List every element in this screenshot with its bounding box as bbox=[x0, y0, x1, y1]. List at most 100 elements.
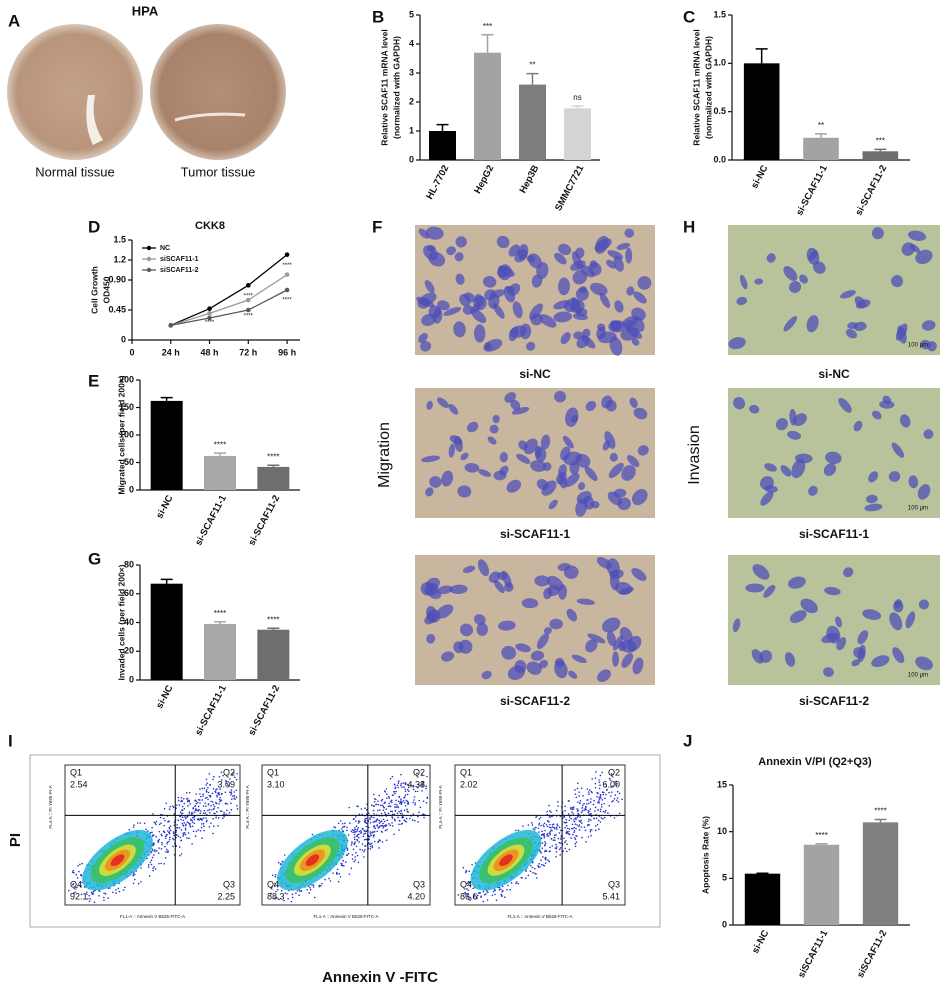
flow-event bbox=[393, 813, 396, 816]
flow-event bbox=[221, 810, 223, 812]
flow-event bbox=[487, 891, 489, 894]
flow-event bbox=[534, 867, 536, 870]
quadrant-value: 4.20 bbox=[407, 891, 425, 901]
flow-event bbox=[421, 789, 423, 792]
cell bbox=[868, 471, 879, 483]
flow-event bbox=[273, 885, 276, 888]
flow-event bbox=[421, 774, 424, 777]
cell bbox=[851, 659, 861, 667]
bar bbox=[744, 873, 781, 925]
flow-event bbox=[407, 803, 410, 805]
flow-event bbox=[109, 887, 111, 889]
flow-event bbox=[218, 798, 221, 801]
flow-event bbox=[388, 805, 391, 807]
flow-event bbox=[124, 886, 126, 889]
flow-event bbox=[193, 818, 196, 821]
flow-event bbox=[601, 806, 603, 808]
flow-event bbox=[347, 834, 350, 836]
flow-event bbox=[557, 837, 560, 840]
y-tick-label: 50 bbox=[124, 457, 134, 467]
cell bbox=[539, 659, 549, 669]
y-tick-label: 0 bbox=[129, 484, 134, 494]
flow-event bbox=[172, 806, 175, 809]
cell bbox=[728, 337, 746, 350]
flow-event bbox=[360, 808, 363, 810]
flow-event bbox=[152, 813, 154, 815]
flow-event bbox=[558, 826, 561, 829]
cell bbox=[487, 436, 497, 445]
flow-event bbox=[583, 802, 585, 805]
flow-density bbox=[305, 854, 320, 867]
flow-event bbox=[312, 886, 315, 888]
flow-event bbox=[394, 803, 396, 806]
cell bbox=[606, 259, 617, 269]
cell bbox=[612, 635, 624, 651]
cell bbox=[613, 256, 624, 272]
flow-event bbox=[601, 791, 604, 793]
flow-event bbox=[206, 782, 209, 784]
flow-event bbox=[383, 820, 386, 823]
flow-event bbox=[385, 824, 388, 826]
quadrant-value: 6.00 bbox=[602, 779, 620, 789]
quadrant-name: Q2 bbox=[223, 767, 235, 777]
flow-event bbox=[551, 845, 554, 847]
flow-event bbox=[231, 773, 234, 776]
cell bbox=[570, 260, 586, 271]
flow-event bbox=[383, 811, 386, 814]
cell bbox=[506, 479, 522, 493]
flow-event bbox=[599, 795, 602, 798]
flow-event bbox=[140, 881, 142, 883]
flow-event bbox=[360, 830, 362, 832]
flow-event bbox=[202, 795, 204, 797]
flow-event bbox=[85, 891, 88, 893]
cell bbox=[791, 459, 806, 479]
flow-event bbox=[216, 795, 218, 798]
flow-event bbox=[501, 885, 504, 888]
flow-event bbox=[542, 864, 545, 866]
x-tick-label: si-SCAF11-1 bbox=[193, 683, 229, 738]
tissue-image bbox=[150, 24, 286, 160]
cell bbox=[575, 247, 585, 259]
flow-event bbox=[543, 836, 546, 839]
flow-event bbox=[402, 799, 405, 802]
flow-event bbox=[574, 838, 577, 841]
flow-event bbox=[137, 882, 140, 885]
flow-event bbox=[178, 846, 181, 848]
flow-event bbox=[613, 816, 616, 819]
flow-event bbox=[155, 820, 158, 823]
flow-event bbox=[201, 799, 204, 801]
x-tick-label: SMMC7721 bbox=[553, 163, 587, 213]
cell bbox=[458, 639, 473, 654]
quadrant-value: 3.09 bbox=[217, 779, 235, 789]
flow-event bbox=[409, 784, 412, 787]
flow-event bbox=[235, 778, 238, 781]
cell bbox=[454, 252, 464, 262]
cell bbox=[599, 292, 611, 308]
y-tick-label: 80 bbox=[124, 559, 134, 569]
flow-event bbox=[541, 842, 544, 844]
flow-event bbox=[379, 804, 382, 807]
cell bbox=[571, 415, 578, 423]
flow-event bbox=[480, 896, 482, 898]
flow-event bbox=[348, 873, 351, 875]
flow-event bbox=[408, 817, 411, 820]
y-tick-label: 100 bbox=[119, 429, 134, 439]
flow-event bbox=[188, 811, 191, 813]
cell bbox=[534, 575, 550, 587]
flow-event bbox=[557, 805, 559, 807]
flow-event bbox=[298, 890, 301, 892]
flow-event bbox=[538, 831, 540, 833]
flow-event bbox=[218, 775, 221, 778]
flow-event bbox=[393, 783, 396, 785]
cell bbox=[629, 397, 638, 408]
cell bbox=[419, 292, 437, 306]
flow-event bbox=[397, 800, 400, 803]
flow-event bbox=[578, 829, 581, 831]
flow-event bbox=[399, 802, 401, 805]
flow-event bbox=[372, 809, 375, 812]
flow-event bbox=[376, 830, 378, 833]
flow-event bbox=[543, 822, 546, 825]
x-tick-label: si-SCAF11-2 bbox=[853, 163, 889, 217]
flow-event bbox=[336, 873, 338, 875]
flow-event bbox=[193, 811, 196, 814]
